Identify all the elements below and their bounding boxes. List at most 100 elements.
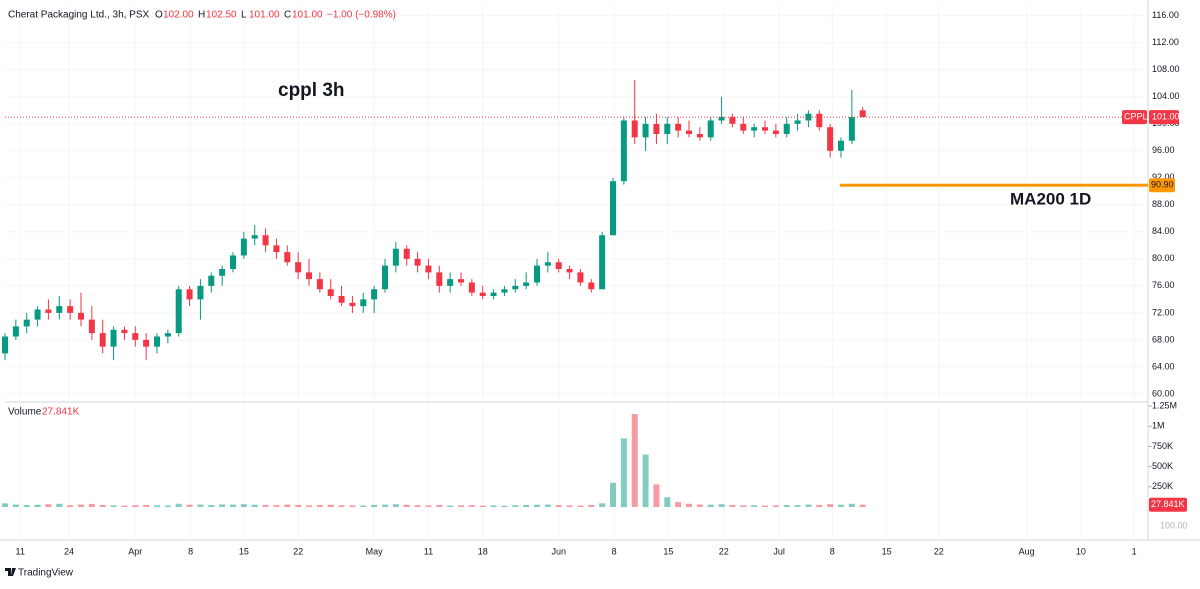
- candle-body: [240, 238, 247, 256]
- volume-bar: [273, 505, 280, 507]
- volume-bar: [425, 505, 432, 507]
- candle-body: [783, 123, 790, 134]
- y-tick-label: 84.00: [1152, 226, 1175, 236]
- candle-body: [436, 272, 443, 286]
- ohlc-value: 102.50: [206, 10, 237, 21]
- price-tag-symbol: CPPL: [1124, 111, 1148, 121]
- candle-body: [262, 235, 269, 246]
- ohlc-label: H: [198, 10, 205, 21]
- y-tick-label: 116.00: [1152, 10, 1179, 20]
- candle-body: [338, 295, 345, 303]
- volume-bar: [414, 505, 421, 507]
- volume-bar: [23, 504, 30, 507]
- candle-body: [251, 235, 258, 239]
- volume-bar: [686, 503, 692, 507]
- volume-bar: [653, 484, 660, 507]
- volume-bar: [740, 505, 747, 507]
- candle-body: [468, 282, 475, 293]
- volume-bar: [316, 505, 323, 507]
- candle-body: [805, 113, 812, 121]
- candle-body: [121, 329, 128, 334]
- x-tick-label: 22: [934, 546, 944, 556]
- volume-bar: [620, 438, 627, 507]
- candle-body: [327, 289, 334, 296]
- volume-axis-label: 100.00: [1160, 520, 1188, 530]
- volume-bar: [816, 504, 823, 507]
- candle-body: [284, 252, 291, 263]
- candle-body: [197, 285, 204, 300]
- ma-tag: [1149, 178, 1175, 193]
- volume-bar: [566, 505, 573, 507]
- volume-tick-label: 250K: [1152, 481, 1173, 491]
- candle-body: [772, 130, 779, 134]
- volume-bar: [45, 504, 52, 507]
- candle-body: [610, 181, 616, 236]
- candle-body: [2, 336, 8, 354]
- volume-bar: [848, 503, 855, 507]
- volume-bar: [588, 504, 595, 507]
- volume-bar: [143, 504, 150, 507]
- volume-bar: [262, 504, 269, 507]
- x-tick-label: 10: [1076, 546, 1086, 556]
- candle-body: [360, 299, 367, 307]
- change: −1.00 (−0.98%): [327, 10, 396, 21]
- price-tag: [1122, 110, 1147, 125]
- candle-body: [631, 120, 638, 138]
- x-tick-label: Jun: [551, 546, 566, 556]
- volume-bar: [392, 504, 399, 507]
- volume-bar: [164, 505, 171, 507]
- candle-body: [349, 302, 356, 307]
- volume-bar: [555, 505, 562, 507]
- candle-body: [762, 127, 768, 131]
- x-tick-label: 8: [612, 546, 617, 556]
- price-tag-value: 101.00: [1152, 111, 1180, 121]
- volume-bar: [512, 505, 519, 507]
- candle-body: [675, 123, 682, 131]
- brand-logo: [5, 568, 16, 576]
- volume-bar: [675, 502, 682, 507]
- y-tick-label: 108.00: [1152, 64, 1180, 74]
- candle-body: [56, 306, 63, 313]
- candle-body: [512, 285, 519, 290]
- volume-bar: [219, 504, 226, 507]
- candle-body: [273, 245, 280, 253]
- y-tick-label: 88.00: [1152, 199, 1175, 209]
- x-tick-label: 8: [830, 546, 835, 556]
- candle-body: [154, 336, 160, 347]
- volume-bar: [859, 504, 866, 507]
- volume-tick-label: 500K: [1152, 461, 1173, 471]
- x-tick-label: 15: [663, 546, 673, 556]
- volume-bar: [458, 505, 464, 507]
- y-tick-label: 68.00: [1152, 334, 1175, 344]
- candle-body: [544, 262, 551, 266]
- plot: 60.00 64.00 68.00 72.00 76.00 80.00 84.00 88.00…: [2, 5, 1187, 556]
- candle-body: [295, 262, 302, 273]
- volume-tick-label: 750K: [1152, 441, 1173, 451]
- x-tick-label: 15: [882, 546, 892, 556]
- candle-body: [740, 123, 747, 131]
- candle-body: [23, 319, 30, 327]
- x-tick-label: 18: [478, 546, 488, 556]
- candle-body: [827, 127, 834, 151]
- volume-bar: [523, 504, 530, 507]
- volume-value: 27.841K: [42, 407, 80, 418]
- candle-body: [534, 265, 540, 283]
- y-tick-label: 80.00: [1152, 253, 1175, 263]
- candle-body: [566, 268, 573, 273]
- candle-body: [620, 120, 627, 182]
- candle-body: [392, 248, 399, 266]
- volume-title: Volume: [8, 407, 42, 418]
- x-tick-label: 11: [16, 546, 25, 556]
- ma-tag-value: 90.90: [1151, 180, 1174, 190]
- candle-body: [316, 279, 323, 290]
- volume-bar: [306, 505, 312, 507]
- volume-bar: [501, 505, 508, 507]
- y-tick-label: 112.00: [1152, 37, 1179, 47]
- volume-bar: [121, 505, 128, 507]
- candle-body: [45, 309, 52, 313]
- x-tick-label: 24: [64, 546, 74, 556]
- volume-bar: [295, 504, 302, 507]
- volume-bar: [762, 505, 768, 507]
- volume-bar: [534, 504, 540, 507]
